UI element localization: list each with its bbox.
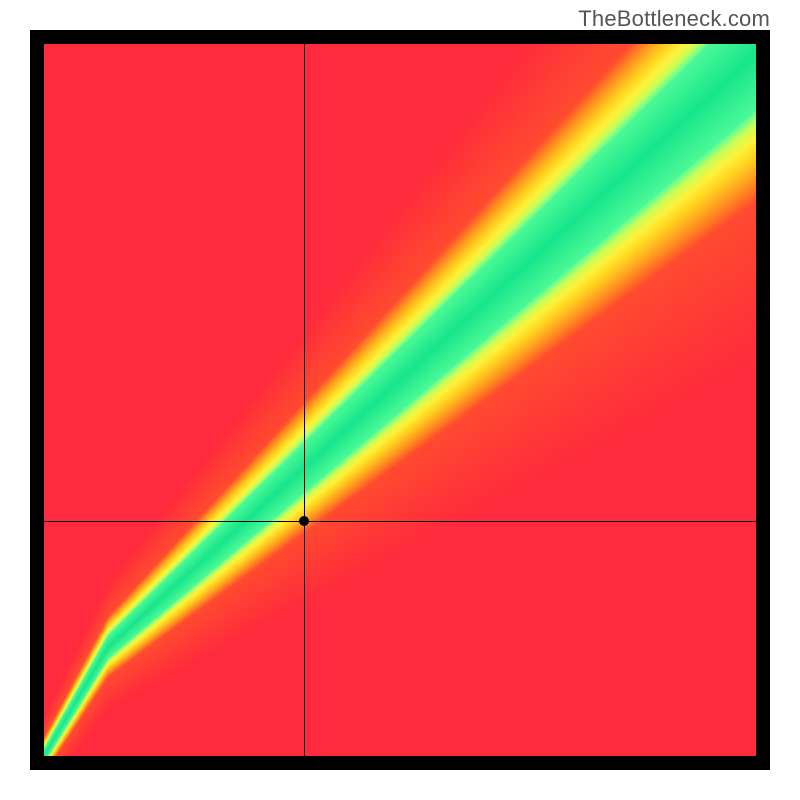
watermark-text: TheBottleneck.com (578, 6, 770, 32)
heatmap-canvas (44, 44, 756, 756)
crosshair-vertical (304, 44, 305, 756)
plot-frame (30, 30, 770, 770)
crosshair-horizontal (44, 521, 756, 522)
bottleneck-chart: TheBottleneck.com (0, 0, 800, 800)
marker-dot (299, 516, 309, 526)
